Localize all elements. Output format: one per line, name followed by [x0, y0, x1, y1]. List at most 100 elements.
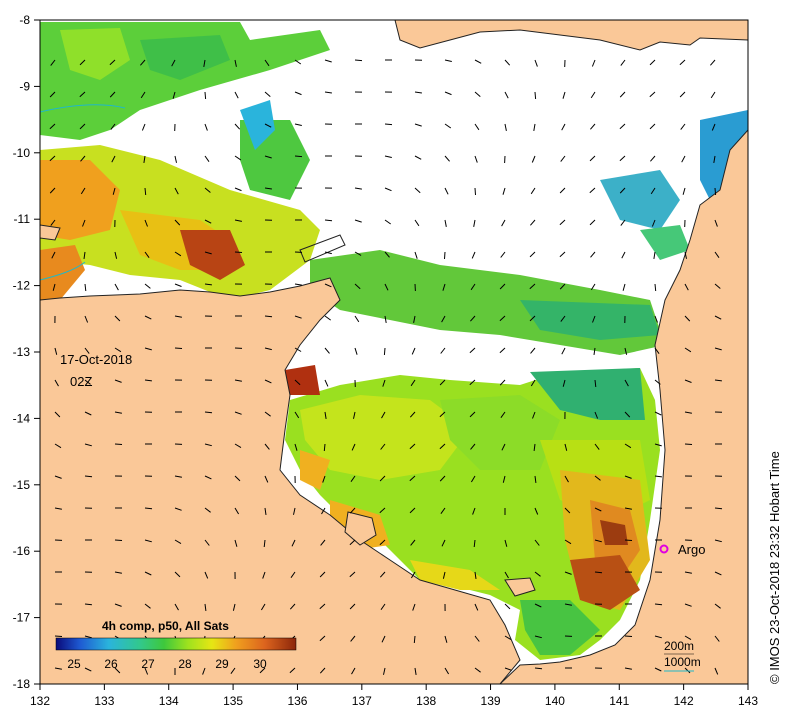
- current-vector: [204, 219, 212, 224]
- current-vector: [654, 635, 662, 639]
- current-vector: [470, 475, 476, 483]
- colorbar: [55, 637, 297, 651]
- current-vector: [54, 635, 63, 637]
- current-vector: [171, 59, 176, 67]
- current-vector: [144, 539, 152, 543]
- current-vector: [114, 315, 121, 322]
- current-vector: [49, 187, 56, 194]
- current-vector: [50, 219, 56, 226]
- current-vector: [590, 283, 596, 291]
- current-vector: [54, 379, 59, 387]
- land-mornington: [504, 577, 536, 597]
- current-vector: [144, 315, 152, 320]
- current-vector: [714, 635, 720, 642]
- y-tick-label: -14: [13, 411, 31, 425]
- current-vector: [234, 59, 237, 67]
- current-vector: [504, 123, 507, 131]
- current-vector: [349, 603, 356, 610]
- y-tick-label: -13: [13, 345, 31, 359]
- current-vector: [562, 91, 566, 99]
- current-vector: [204, 443, 212, 447]
- current-vector: [684, 443, 693, 445]
- current-vector: [594, 571, 603, 574]
- current-vector: [414, 187, 421, 194]
- land-small-island: [40, 224, 61, 241]
- current-vector: [80, 187, 86, 195]
- current-vector: [590, 251, 596, 258]
- current-vector: [714, 667, 719, 675]
- current-vector: [530, 187, 536, 195]
- current-vector: [264, 411, 271, 417]
- current-vector: [439, 475, 446, 482]
- current-vector: [143, 155, 146, 163]
- current-vector: [444, 187, 449, 195]
- current-vector: [589, 187, 596, 194]
- current-vector: [654, 603, 663, 606]
- current-vector: [499, 283, 506, 290]
- y-tick-label: -18: [13, 677, 31, 691]
- current-vector: [204, 155, 210, 162]
- current-vector: [382, 379, 386, 387]
- current-vector: [174, 475, 182, 478]
- current-vector: [470, 315, 476, 322]
- current-vector: [204, 251, 212, 255]
- current-vector: [291, 539, 296, 547]
- current-vector: [172, 91, 176, 99]
- y-tick-label: -17: [13, 611, 31, 625]
- current-vector: [564, 443, 568, 451]
- current-vector: [561, 347, 566, 355]
- current-vector: [350, 475, 356, 482]
- current-vector: [384, 283, 389, 291]
- y-tick-label: -10: [13, 146, 31, 160]
- current-vector: [294, 59, 302, 65]
- current-vector: [384, 155, 392, 158]
- current-vector: [384, 187, 392, 192]
- x-tick-label: 141: [609, 694, 629, 708]
- current-vector: [649, 123, 656, 130]
- colorbar-title: 4h comp, p50, All Sats: [102, 619, 229, 633]
- current-vector: [624, 635, 633, 637]
- current-vector: [684, 347, 692, 353]
- current-vector: [534, 571, 541, 577]
- current-vector: [141, 123, 146, 131]
- current-vector: [50, 59, 56, 66]
- land-groote-eylandt: [338, 326, 385, 370]
- current-vector: [533, 443, 536, 451]
- current-vector: [384, 123, 393, 126]
- current-vector: [682, 187, 686, 195]
- current-vector: [499, 347, 506, 354]
- current-vector: [470, 283, 476, 291]
- x-tick-label: 140: [545, 694, 565, 708]
- current-vector: [83, 251, 86, 259]
- current-vector: [379, 539, 386, 546]
- current-vector: [174, 539, 182, 545]
- colorbar-tick-label: 30: [253, 657, 267, 671]
- current-vector: [262, 571, 266, 579]
- current-vector: [204, 603, 207, 611]
- current-vector: [440, 507, 446, 514]
- current-vector: [680, 123, 686, 130]
- land-arnhem: [40, 277, 521, 684]
- current-vector: [354, 187, 362, 190]
- current-vector: [714, 219, 718, 227]
- current-vector: [474, 667, 481, 673]
- current-vector: [234, 91, 239, 99]
- current-vector: [294, 155, 303, 158]
- current-vector: [264, 59, 270, 67]
- x-tick-label: 143: [738, 694, 758, 708]
- current-vector: [624, 539, 633, 541]
- current-vector: [264, 187, 272, 190]
- current-vector: [324, 251, 332, 255]
- current-vector: [414, 123, 422, 127]
- current-vector: [353, 411, 356, 419]
- current-vector: [594, 411, 599, 419]
- current-vector: [439, 443, 446, 450]
- current-vector: [534, 91, 537, 100]
- current-vector: [354, 347, 358, 355]
- current-vector: [290, 571, 296, 578]
- current-vector: [144, 603, 151, 609]
- land-cape-york: [499, 129, 748, 684]
- current-vector: [444, 59, 452, 62]
- current-vector: [533, 123, 536, 131]
- current-vector: [232, 603, 236, 611]
